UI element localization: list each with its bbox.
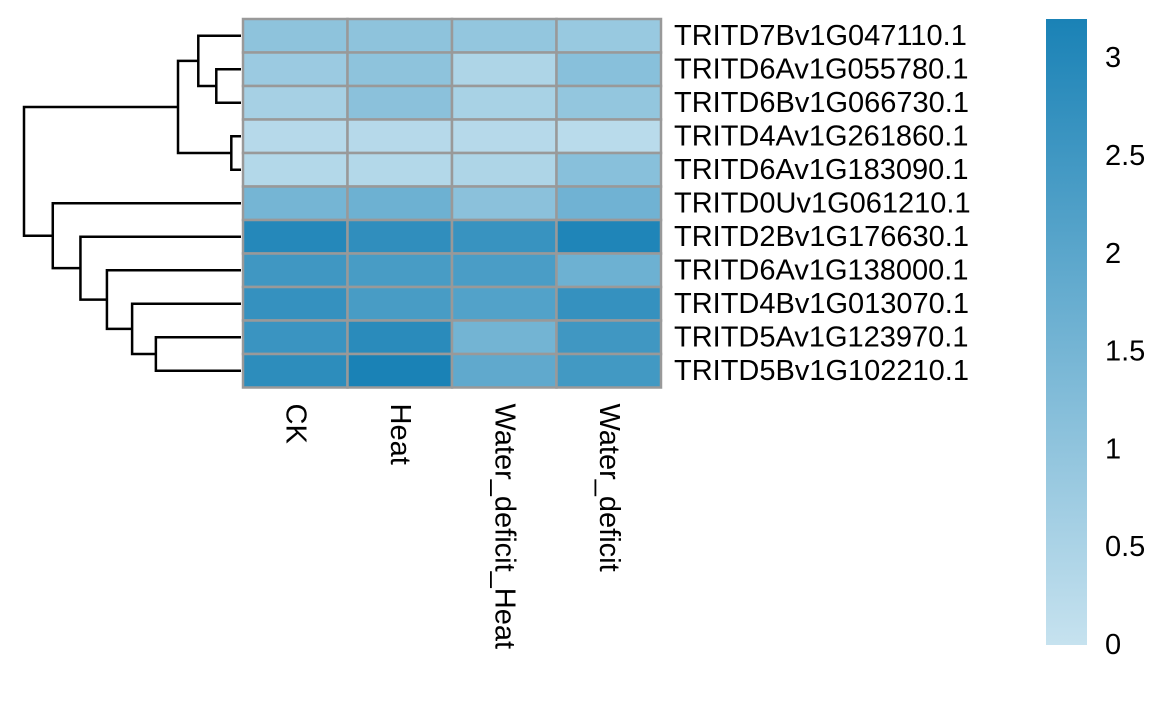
colorbar-tick-label: 3 <box>1105 42 1121 74</box>
colorbar-tick-label: 2 <box>1105 238 1121 270</box>
heatmap-cell <box>555 285 663 322</box>
dendrogram-branch <box>22 105 179 237</box>
dendrogram-branch <box>130 302 241 356</box>
dendrogram-branch <box>79 235 241 301</box>
column-label: Heat <box>384 404 416 465</box>
colorbar-tick-label: 0 <box>1105 629 1121 661</box>
heatmap-cell <box>555 185 663 222</box>
heatmap-cell <box>346 319 454 356</box>
heatmap-cell <box>555 218 663 255</box>
heatmap-cell <box>450 352 558 389</box>
row-label: TRITD4Av1G261860.1 <box>674 120 968 152</box>
row-label: TRITD2Bv1G176630.1 <box>674 221 969 253</box>
heatmap-cell <box>555 252 663 289</box>
colorbar-tick-label: 0.5 <box>1105 531 1145 563</box>
heatmap-cell <box>241 151 349 188</box>
row-label: TRITD6Av1G055780.1 <box>674 53 968 85</box>
heatmap-cell <box>450 51 558 88</box>
heatmap-cell <box>450 151 558 188</box>
colorbar-tick-label: 1.5 <box>1105 336 1145 368</box>
heatmap-cell <box>241 185 349 222</box>
heatmap-cell <box>555 17 663 54</box>
heatmap-cell <box>346 51 454 88</box>
row-label: TRITD0Uv1G061210.1 <box>674 187 971 219</box>
heatmap-cell <box>346 352 454 389</box>
heatmap-cell <box>346 252 454 289</box>
heatmap-cell <box>346 17 454 54</box>
heatmap-cell <box>555 319 663 356</box>
heatmap-cell <box>241 252 349 289</box>
row-label: TRITD5Av1G123970.1 <box>674 321 968 353</box>
heatmap-cell <box>241 285 349 322</box>
dendrogram-branch <box>105 269 241 331</box>
row-label: TRITD6Av1G138000.1 <box>674 254 968 286</box>
row-labels: TRITD7Bv1G047110.1TRITD6Av1G055780.1TRIT… <box>674 20 971 387</box>
colorbar-tick-label: 2.5 <box>1105 140 1145 172</box>
dendrogram-branch <box>176 59 232 155</box>
heatmap-cell <box>346 285 454 322</box>
column-label: CK <box>279 404 311 445</box>
heatmap-cell <box>450 285 558 322</box>
heatmap-cell <box>241 51 349 88</box>
heatmap-cell <box>241 319 349 356</box>
dendrogram-branch <box>215 68 241 104</box>
row-label: TRITD4Bv1G013070.1 <box>674 288 969 320</box>
heatmap-cell <box>346 218 454 255</box>
heatmap-cell <box>450 185 558 222</box>
heatmap-cell <box>450 252 558 289</box>
heatmap-cell <box>450 319 558 356</box>
heatmap-cell <box>450 118 558 155</box>
heatmap-cell <box>241 84 349 121</box>
heatmap-cell <box>241 218 349 255</box>
row-label: TRITD6Bv1G066730.1 <box>674 87 969 119</box>
row-label: TRITD7Bv1G047110.1 <box>674 20 967 52</box>
heatmap-cell <box>346 185 454 222</box>
heatmap-cell <box>555 352 663 389</box>
column-label: Water_deficit_Heat <box>488 404 520 650</box>
colorbar-gradient <box>1046 19 1087 645</box>
dendrogram-branch <box>154 336 241 372</box>
heatmap-cell <box>450 218 558 255</box>
heatmap-cell <box>241 118 349 155</box>
heatmap-cell <box>555 151 663 188</box>
heatmap-cells <box>241 17 663 389</box>
colorbar: 0 0.5 1 1.5 2 2.5 3 <box>1046 19 1145 661</box>
dendrogram-branch <box>230 135 241 171</box>
column-labels: CK Heat Water_deficit_Heat Water_deficit <box>279 404 625 650</box>
heatmap-cell <box>450 17 558 54</box>
colorbar-tick-label: 1 <box>1105 433 1121 465</box>
heatmap-cell <box>555 84 663 121</box>
heatmap-cell <box>346 151 454 188</box>
heatmap-cell <box>555 51 663 88</box>
heatmap-cell <box>346 118 454 155</box>
heatmap-cell <box>450 84 558 121</box>
heatmap-cell <box>555 118 663 155</box>
row-label: TRITD6Av1G183090.1 <box>674 154 968 186</box>
heatmap-cell <box>241 17 349 54</box>
row-dendrogram <box>22 34 241 372</box>
column-label: Water_deficit <box>593 404 625 572</box>
row-label: TRITD5Bv1G102210.1 <box>674 355 969 387</box>
heatmap-cell <box>241 352 349 389</box>
heatmap-cell <box>346 84 454 121</box>
dendrogram-branch <box>197 34 241 88</box>
